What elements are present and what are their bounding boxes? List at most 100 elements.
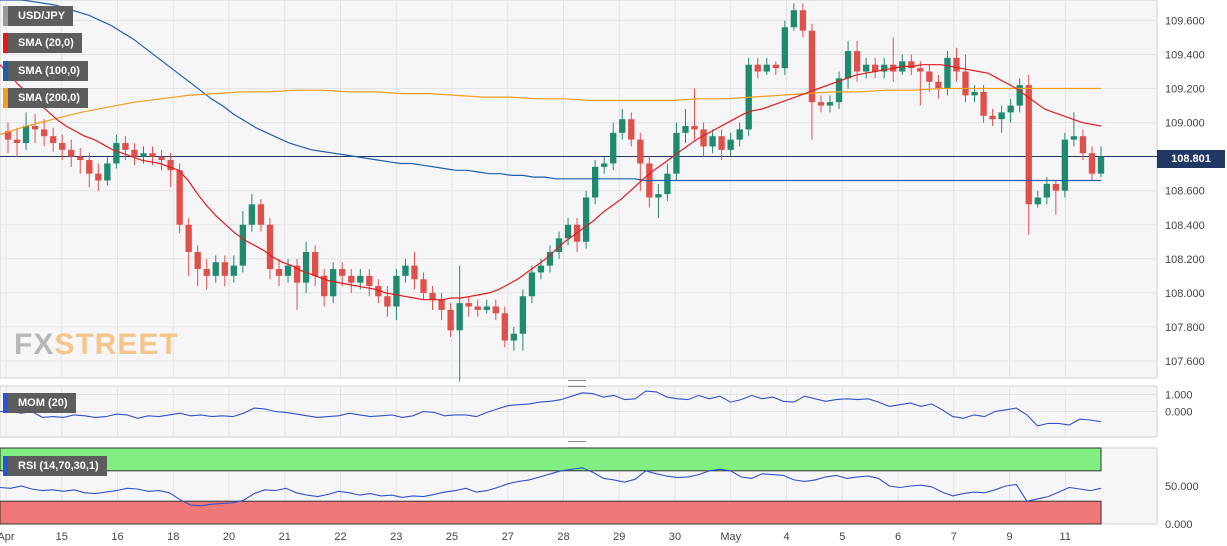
candle-body <box>881 64 888 72</box>
candle-body <box>311 252 319 276</box>
candle-body <box>13 139 21 144</box>
candle-body <box>40 129 48 137</box>
candle-body <box>1097 156 1105 174</box>
mom-tick-label: 1.000 <box>1165 390 1193 402</box>
candle-body <box>1070 136 1078 140</box>
candle-body <box>185 224 192 252</box>
candle-body <box>718 136 725 150</box>
candle-body <box>68 149 75 157</box>
candle-body <box>727 139 734 150</box>
candle-body <box>1088 153 1096 174</box>
candle-body <box>736 129 743 140</box>
candle-body <box>474 306 481 310</box>
candle-body <box>709 136 716 147</box>
x-tick-label: 9 <box>1006 531 1012 543</box>
candle-body <box>980 91 987 116</box>
candle-body <box>4 131 12 140</box>
candle-body <box>582 197 590 242</box>
candle-body <box>284 265 292 276</box>
candle-body <box>302 252 310 283</box>
candle-body <box>140 153 147 157</box>
candle-body <box>348 275 355 283</box>
y-tick-label: 107.800 <box>1165 322 1205 334</box>
candle-body <box>926 71 933 82</box>
candle-body <box>610 132 617 164</box>
candle-body <box>917 68 924 72</box>
candle-body <box>971 91 978 96</box>
symbol-tag[interactable]: USD/JPY <box>3 6 74 26</box>
x-tick-label: 15 <box>56 531 68 543</box>
candle-body <box>230 265 237 276</box>
candle-body <box>420 279 427 293</box>
y-tick-label: 109.000 <box>1165 118 1205 130</box>
candle-body <box>357 275 364 283</box>
candle-body <box>203 269 210 276</box>
candle-body <box>1043 183 1050 198</box>
fxstreet-watermark: FXSTREET <box>14 328 179 361</box>
sma100-tag[interactable]: SMA (100,0) <box>3 61 88 81</box>
candle-body <box>591 166 599 198</box>
candle-body <box>655 194 662 198</box>
x-tick-label: May <box>720 531 741 543</box>
candle-body <box>555 238 563 252</box>
candle-body <box>1016 85 1023 106</box>
rsi-tick-label: 0.000 <box>1165 519 1193 531</box>
x-tick-label: 28 <box>557 531 569 543</box>
candle-body <box>248 204 256 225</box>
candle-body <box>664 173 671 195</box>
mom-line <box>0 390 1102 427</box>
candle-body <box>59 143 66 150</box>
candle-body <box>456 303 463 331</box>
rsi-oversold-zone <box>0 500 1102 525</box>
candle-body <box>772 64 779 69</box>
candle-body <box>320 275 328 297</box>
candle-body <box>619 119 626 133</box>
x-tick-label: 20 <box>223 531 235 543</box>
candle-body <box>149 153 156 157</box>
candle-body <box>962 71 969 96</box>
candle-body <box>1052 183 1059 191</box>
rsi-tag[interactable]: RSI (14,70,30,1) <box>3 456 107 476</box>
candle-body <box>158 156 165 161</box>
sma20-line <box>0 64 1102 301</box>
candle-body <box>1034 197 1041 205</box>
candle-body <box>86 160 93 174</box>
candle-body <box>221 262 228 276</box>
candle-body <box>95 173 102 181</box>
pane-splitter-mom[interactable] <box>568 380 586 387</box>
x-tick-label: Apr <box>0 531 15 543</box>
candle-body <box>104 163 111 181</box>
candle-body <box>176 170 183 225</box>
x-tick-label: 11 <box>1060 531 1071 543</box>
current-price-label: 108.801 <box>1157 150 1225 168</box>
rsi-tick-label: 50.000 <box>1165 481 1199 493</box>
candle-body <box>998 112 1005 120</box>
candle-body <box>953 57 960 72</box>
candle-body <box>1007 105 1014 113</box>
candle-body <box>366 275 373 287</box>
candle-body <box>564 224 572 239</box>
candle-body <box>528 272 536 297</box>
candle-body <box>411 265 418 280</box>
sma20-tag[interactable]: SMA (20,0) <box>3 33 82 53</box>
candle-body <box>519 296 527 334</box>
candle-body <box>862 64 870 72</box>
pane-splitter-rsi[interactable] <box>568 441 586 448</box>
mom-tag[interactable]: MOM (20) <box>3 393 76 413</box>
candle-body <box>275 269 283 276</box>
candle-body <box>330 269 337 297</box>
sma200-tag[interactable]: SMA (200,0) <box>3 88 88 108</box>
candle-body <box>537 265 545 273</box>
candle-body <box>826 102 834 106</box>
candle-body <box>872 64 879 72</box>
x-tick-label: 23 <box>390 531 402 543</box>
candle-body <box>375 286 382 297</box>
x-tick-label: 4 <box>783 531 789 543</box>
candle-body <box>339 269 346 276</box>
y-tick-label: 109.200 <box>1165 84 1205 96</box>
y-tick-label: 109.400 <box>1165 49 1205 61</box>
x-tick-label: 16 <box>111 531 123 543</box>
candle-body <box>257 204 265 225</box>
